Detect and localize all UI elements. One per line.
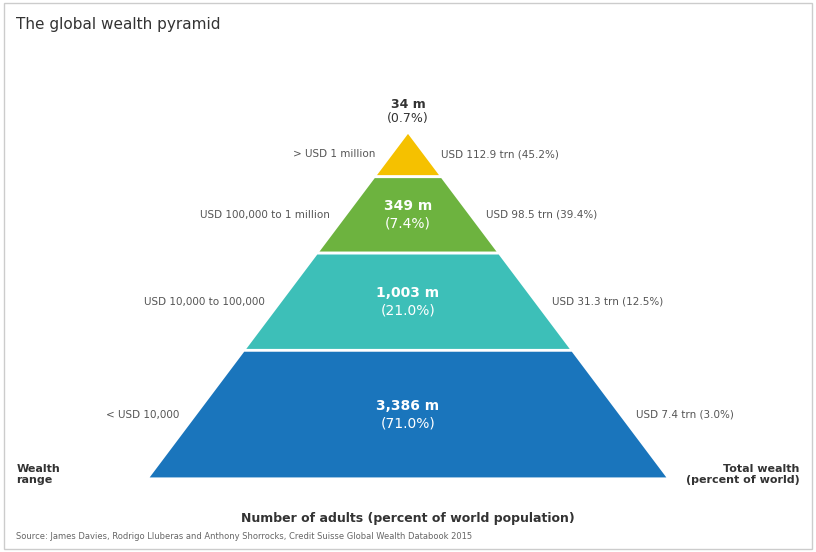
Text: USD 112.9 trn (45.2%): USD 112.9 trn (45.2%) [441, 149, 558, 159]
Text: (0.7%): (0.7%) [387, 112, 429, 125]
Text: 34 m: 34 m [391, 98, 425, 111]
Text: 349 m: 349 m [384, 199, 432, 213]
Text: USD 31.3 trn (12.5%): USD 31.3 trn (12.5%) [552, 297, 663, 307]
Text: USD 7.4 trn (3.0%): USD 7.4 trn (3.0%) [636, 410, 734, 420]
Text: USD 98.5 trn (39.4%): USD 98.5 trn (39.4%) [486, 210, 597, 220]
Polygon shape [147, 351, 669, 479]
Text: Wealth
range: Wealth range [16, 464, 60, 485]
Text: < USD 10,000: < USD 10,000 [106, 410, 180, 420]
Text: The global wealth pyramid: The global wealth pyramid [16, 17, 221, 31]
Text: 3,386 m: 3,386 m [376, 399, 440, 413]
Polygon shape [243, 253, 573, 351]
Polygon shape [317, 177, 499, 253]
Text: > USD 1 million: > USD 1 million [293, 149, 375, 159]
Polygon shape [374, 131, 442, 177]
Text: USD 10,000 to 100,000: USD 10,000 to 100,000 [144, 297, 264, 307]
Text: (71.0%): (71.0%) [380, 416, 436, 430]
Text: USD 100,000 to 1 million: USD 100,000 to 1 million [200, 210, 330, 220]
Text: (21.0%): (21.0%) [380, 304, 436, 317]
Text: 1,003 m: 1,003 m [376, 286, 440, 300]
Text: (7.4%): (7.4%) [385, 216, 431, 231]
Text: Source: James Davies, Rodrigo Lluberas and Anthony Shorrocks, Credit Suisse Glob: Source: James Davies, Rodrigo Lluberas a… [16, 532, 472, 541]
Text: Total wealth
(percent of world): Total wealth (percent of world) [686, 464, 800, 485]
Text: Number of adults (percent of world population): Number of adults (percent of world popul… [241, 512, 575, 526]
